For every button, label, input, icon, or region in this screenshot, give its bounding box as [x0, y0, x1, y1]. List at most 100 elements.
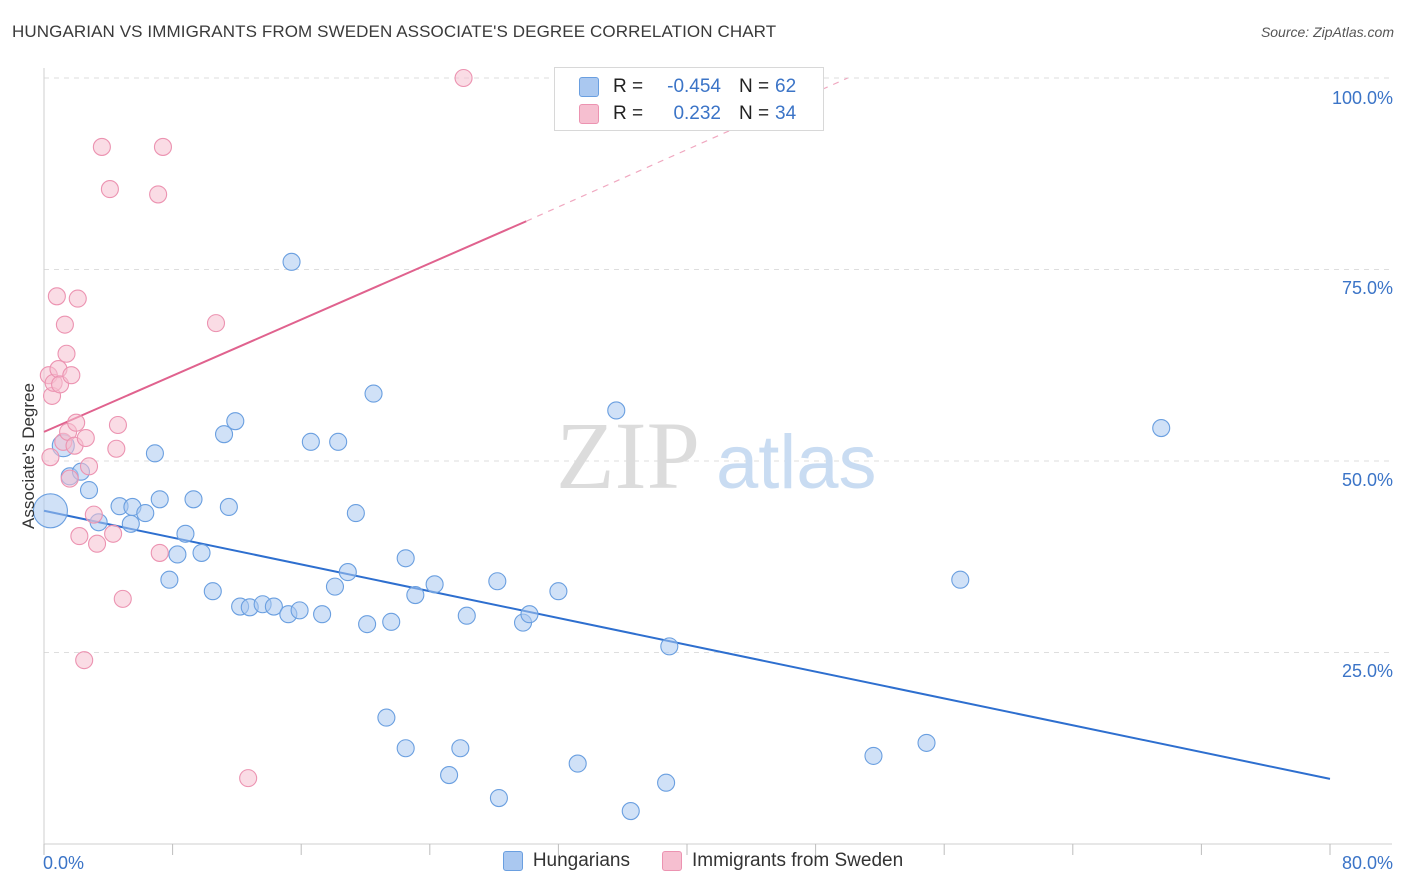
n-value: 34	[775, 103, 797, 124]
point-hungarians	[364, 384, 383, 403]
data-points	[32, 68, 1171, 821]
point-hungarians	[192, 543, 211, 562]
point-hungarians	[290, 601, 309, 620]
point-hungarians	[168, 545, 187, 564]
point-hungarians	[488, 572, 507, 591]
x-tick-max: 80.0%	[1342, 853, 1393, 873]
point-sweden	[75, 651, 94, 670]
r-label: R =	[613, 103, 644, 124]
point-hungarians	[219, 497, 238, 517]
watermark: ZIP atlas	[556, 402, 877, 509]
point-hungarians	[396, 549, 415, 568]
point-sweden	[60, 469, 79, 488]
legend-item-sweden[interactable]: Immigrants from Sweden	[661, 850, 903, 872]
point-hungarians	[440, 766, 459, 785]
point-sweden	[108, 415, 127, 435]
series-legend: Hungarians Immigrants from Sweden	[0, 850, 1406, 872]
point-sweden	[113, 589, 132, 608]
legend-row-sweden: R = 0.232 N = 34	[579, 101, 796, 127]
point-hungarians	[226, 412, 245, 431]
blue-swatch	[502, 851, 523, 871]
watermark-atlas: atlas	[716, 420, 877, 505]
trend-line-hungarians	[43, 509, 1331, 780]
point-sweden	[84, 505, 103, 524]
y-tick-25: 25.0%	[1342, 661, 1393, 681]
point-hungarians	[150, 490, 169, 509]
point-hungarians	[264, 597, 283, 616]
point-sweden	[41, 448, 60, 467]
blue-swatch	[579, 77, 599, 97]
point-hungarians	[301, 432, 320, 451]
gridlines	[44, 77, 1392, 653]
point-hungarians	[121, 514, 140, 533]
point-sweden	[57, 344, 76, 363]
y-tick-75: 75.0%	[1342, 278, 1393, 298]
point-hungarians	[1152, 419, 1171, 438]
trend-line-sweden	[43, 220, 527, 433]
point-sweden	[153, 137, 173, 156]
point-sweden	[107, 439, 126, 458]
point-sweden	[76, 428, 95, 448]
r-label: R =	[613, 76, 644, 97]
point-hungarians	[451, 739, 470, 758]
pink-swatch	[661, 851, 682, 871]
legend-item-hungarians[interactable]: Hungarians	[502, 850, 630, 872]
point-hungarians	[32, 493, 68, 529]
n-label: N =	[739, 103, 770, 124]
point-sweden	[68, 289, 87, 308]
point-hungarians	[184, 490, 203, 509]
point-sweden	[87, 534, 107, 553]
point-hungarians	[864, 746, 883, 765]
point-hungarians	[346, 504, 365, 523]
n-label: N =	[739, 76, 770, 97]
point-sweden	[70, 527, 89, 546]
point-sweden	[47, 287, 66, 306]
point-hungarians	[79, 481, 99, 500]
source-label: Source: ZipAtlas.com	[1260, 24, 1394, 40]
point-sweden	[239, 769, 258, 788]
point-sweden	[206, 314, 226, 333]
r-value: -0.454	[667, 76, 721, 97]
legend-label: Hungarians	[532, 850, 630, 871]
point-sweden	[62, 366, 81, 385]
point-hungarians	[657, 773, 676, 792]
point-hungarians	[457, 606, 476, 625]
tick-labels: 0.0% 80.0% 25.0% 50.0% 75.0% 100.0% Asso…	[19, 88, 1393, 873]
point-sweden	[100, 180, 119, 199]
point-hungarians	[176, 524, 195, 543]
point-hungarians	[396, 739, 415, 758]
point-hungarians	[338, 563, 357, 582]
point-sweden	[79, 457, 99, 476]
point-hungarians	[160, 570, 179, 589]
point-sweden	[67, 413, 86, 432]
point-hungarians	[325, 577, 345, 596]
legend-row-hungarians: R = -0.454 N = 62	[579, 74, 796, 100]
point-hungarians	[214, 425, 234, 444]
watermark-zip: ZIP	[556, 402, 700, 509]
point-sweden	[92, 137, 111, 156]
point-sweden	[55, 315, 74, 334]
point-sweden	[149, 185, 168, 204]
point-hungarians	[136, 504, 155, 523]
point-hungarians	[329, 432, 348, 451]
point-hungarians	[145, 444, 164, 463]
point-sweden	[104, 524, 123, 543]
x-tick-min: 0.0%	[43, 853, 84, 873]
correlation-legend: R = -0.454 N = 62 R = 0.232 N = 34	[554, 67, 824, 131]
pink-swatch	[579, 104, 599, 124]
point-hungarians	[406, 585, 425, 605]
point-hungarians	[917, 733, 936, 752]
point-hungarians	[951, 570, 970, 589]
point-hungarians	[382, 612, 401, 631]
point-hungarians	[549, 582, 568, 601]
point-hungarians	[377, 708, 396, 727]
point-hungarians	[621, 802, 640, 821]
point-hungarians	[607, 401, 626, 420]
point-hungarians	[358, 615, 377, 634]
point-hungarians	[520, 605, 539, 624]
point-hungarians	[203, 582, 222, 601]
r-value: 0.232	[673, 103, 721, 124]
n-value: 62	[775, 76, 797, 97]
y-axis-title: Associate's Degree	[19, 383, 38, 529]
